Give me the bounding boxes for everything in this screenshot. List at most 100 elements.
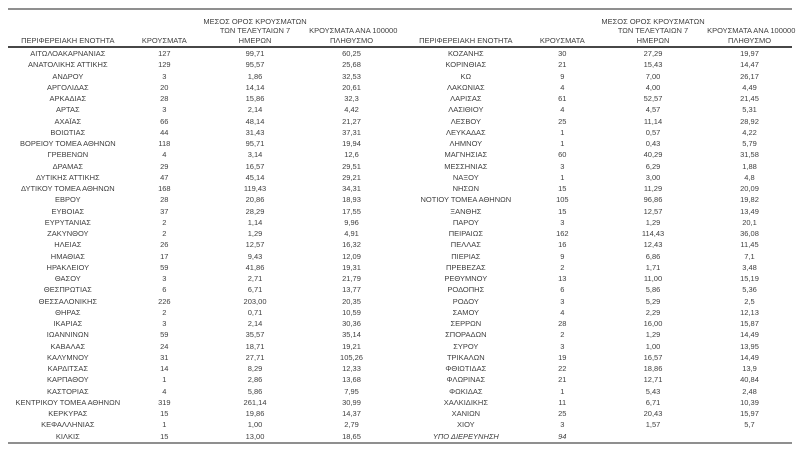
cases-cell: 15 (558, 184, 567, 193)
region-cell: ΑΙΤΩΛΟΑΚΑΡΝΑΝΙΑΣ (30, 49, 106, 58)
avg7-cell: 6,71 (645, 397, 661, 407)
cases-cell: 28 (558, 319, 567, 328)
table-row: ΚΩ 9 7,00 26,17 (406, 71, 792, 82)
cases-cell: 118 (158, 139, 171, 148)
per100k-cell: 19,97 (740, 49, 759, 58)
table-row: ΛΑΚΩΝΙΑΣ 4 4,00 4,49 (406, 82, 792, 93)
table-row: ΚΕΡΚΥΡΑΣ 15 19,86 14,37 (8, 408, 394, 419)
cases-cell: 19 (558, 352, 567, 362)
avg7-cell: 2,71 (247, 274, 263, 283)
cases-cell: 14 (160, 364, 169, 373)
per100k-cell: 21,27 (342, 116, 361, 126)
avg7-cell: 1,14 (247, 217, 263, 227)
region-cell: ΑΝΑΤΟΛΙΚΗΣ ΑΤΤΙΚΗΣ (28, 60, 108, 70)
table-row: ΑΡΤΑΣ 3 2,14 4,42 (8, 104, 394, 115)
per100k-cell: 5,7 (744, 420, 755, 430)
cases-cell: 9 (560, 251, 565, 261)
right-table-body: ΚΟΖΑΝΗΣ 30 27,29 19,97 ΚΟΡΙΝΘΙΑΣ 21 15,43 14,47… (406, 48, 792, 442)
cases-cell: 1 (560, 127, 565, 137)
region-cell: ΣΠΟΡΑΔΩΝ (445, 330, 487, 340)
per100k-cell: 19,82 (740, 195, 759, 205)
cases-column-header: ΚΡΟΥΣΜΑΤΑ (539, 35, 585, 45)
regional-cases-table: ΠΕΡΙΦΕΡΕΙΑΚΗ ΕΝΟΤΗΤΑ ΚΡΟΥΣΜΑΤΑ ΜΕΣΟΣ ΟΡΟ… (8, 8, 795, 444)
avg7-cell: 2,86 (247, 375, 263, 385)
left-table-header: ΠΕΡΙΦΕΡΕΙΑΚΗ ΕΝΟΤΗΤΑ ΚΡΟΥΣΜΑΤΑ ΜΕΣΟΣ ΟΡΟ… (8, 13, 397, 46)
region-cell: ΗΜΑΘΙΑΣ (50, 251, 85, 261)
avg7-cell: 48,14 (245, 116, 265, 126)
avg7-cell: 52,57 (643, 94, 663, 103)
per100k-cell: 12,33 (342, 364, 361, 373)
region-cell: ΦΘΙΩΤΙΔΑΣ (445, 364, 487, 373)
per100k-cell: 14,47 (740, 60, 759, 70)
region-cell: ΧΙΟΥ (456, 420, 475, 430)
per100k-cell: 19,21 (342, 341, 361, 351)
cases-cell: 24 (160, 341, 169, 351)
per100k-header-line2: ΠΛΗΘΥΣΜΟ (329, 35, 374, 45)
region-cell: ΘΑΣΟΥ (54, 274, 81, 283)
table-row: ΜΕΣΣΗΝΙΑΣ 3 6,29 1,88 (406, 161, 792, 172)
avg7-cell: 12,43 (643, 240, 663, 250)
avg7-cell: 14,14 (245, 82, 265, 92)
region-cell: ΖΑΚΥΝΘΟΥ (47, 229, 89, 238)
region-cell: ΜΑΓΝΗΣΙΑΣ (444, 150, 488, 160)
per100k-cell: 4,42 (344, 105, 359, 115)
region-cell: ΗΡΑΚΛΕΙΟΥ (46, 262, 90, 272)
per100k-cell: 13,95 (740, 341, 759, 351)
cases-cell: 3 (560, 341, 565, 351)
per100k-cell: 14,37 (342, 409, 361, 418)
per100k-cell: 29,21 (342, 172, 361, 182)
region-cell: ΚΑΛΥΜΝΟΥ (46, 352, 89, 362)
table-row: ΚΑΡΔΙΤΣΑΣ 14 8,29 12,33 (8, 363, 394, 374)
avg7-cell: 13,00 (245, 431, 265, 441)
per100k-cell: 7,1 (744, 251, 755, 261)
region-cell: ΜΕΣΣΗΝΙΑΣ (444, 161, 488, 171)
per100k-cell: 31,58 (740, 150, 759, 160)
region-cell: ΠΑΡΟΥ (452, 217, 479, 227)
avg7-cell: 31,43 (245, 127, 265, 137)
per100k-cell: 12,13 (740, 307, 759, 317)
table-row: ΥΠΟ ΔΙΕΡΕΥΝΗΣΗ 94 (406, 431, 792, 442)
avg7-cell: 27,71 (245, 352, 265, 362)
avg7-cell: 27,29 (643, 49, 663, 58)
avg7-cell: 95,71 (245, 139, 265, 148)
avg7-cell: 4,57 (645, 105, 661, 115)
cases-cell: 22 (558, 364, 567, 373)
cases-cell: 3 (162, 105, 167, 115)
cases-cell: 25 (558, 409, 567, 418)
cases-cell: 15 (160, 409, 169, 418)
region-cell: ΣΑΜΟΥ (452, 307, 480, 317)
per100k-cell: 15,19 (740, 274, 759, 283)
per100k-cell: 30,99 (342, 397, 361, 407)
region-cell: ΔΡΑΜΑΣ (52, 161, 83, 171)
table-row: ΓΡΕΒΕΝΩΝ 4 3,14 12,6 (8, 149, 394, 160)
cases-cell: 105 (556, 195, 569, 205)
per100k-cell: 19,31 (342, 262, 361, 272)
table-row: ΑΝΔΡΟΥ 3 1,86 32,53 (8, 71, 394, 82)
per100k-cell: 12,6 (344, 150, 359, 160)
per100k-cell: 32,3 (344, 94, 359, 103)
avg7-cell: 95,57 (245, 60, 265, 70)
per100k-cell: 5,36 (742, 285, 757, 295)
avg7-cell: 6,71 (247, 285, 263, 295)
avg7-cell: 12,57 (643, 206, 663, 216)
avg7-cell: 28,29 (245, 206, 265, 216)
avg7-cell: 1,86 (247, 71, 263, 81)
cases-cell: 3 (560, 296, 565, 306)
per100k-cell: 18,93 (342, 195, 361, 205)
avg7-cell: 19,86 (245, 409, 265, 418)
per100k-cell: 10,39 (740, 397, 759, 407)
table-row: ΠΙΕΡΙΑΣ 9 6,86 7,1 (406, 251, 792, 262)
table-row: ΦΛΩΡΙΝΑΣ 21 12,71 40,84 (406, 374, 792, 385)
per100k-cell: 18,65 (342, 431, 361, 441)
avg7-cell: 18,86 (643, 364, 663, 373)
per100k-cell: 5,31 (742, 105, 757, 115)
region-cell: ΛΑΡΙΣΑΣ (450, 94, 482, 103)
avg7-cell (599, 431, 707, 442)
region-cell: ΠΕΙΡΑΙΩΣ (448, 229, 483, 238)
region-cell: ΤΡΙΚΑΛΩΝ (446, 352, 485, 362)
cases-cell: 3 (162, 319, 167, 328)
per100k-header-line2: ΠΛΗΘΥΣΜΟ (727, 35, 772, 45)
per100k-cell: 20,61 (342, 82, 361, 92)
table-row: ΕΥΡΥΤΑΝΙΑΣ 2 1,14 9,96 (8, 217, 394, 228)
avg7-cell: 11,29 (643, 184, 663, 193)
